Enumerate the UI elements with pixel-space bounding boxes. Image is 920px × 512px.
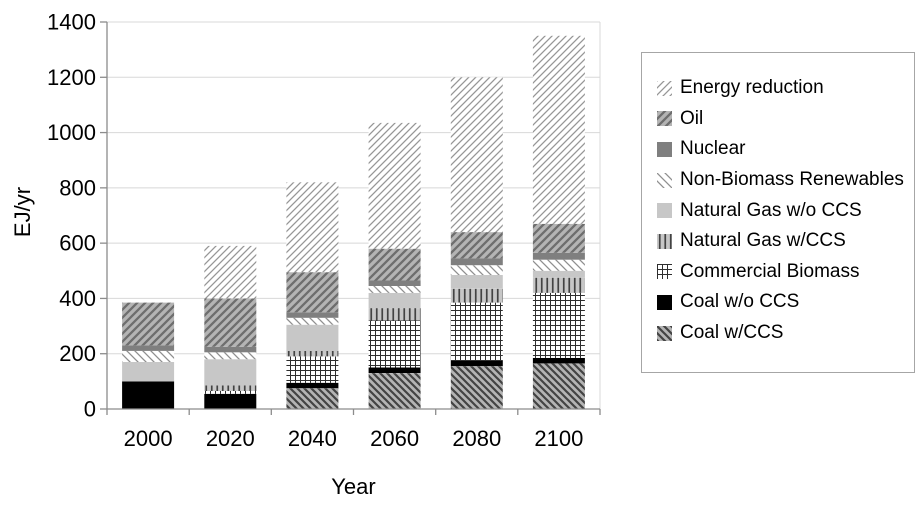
y-tick-label: 1400 bbox=[47, 10, 96, 35]
segment-energy-reduction-2020 bbox=[204, 245, 257, 299]
legend-item-coal-w-ccs: Coal w/CCS bbox=[657, 318, 914, 349]
segment-nuclear-2000 bbox=[122, 345, 175, 351]
segment-energy-reduction-2080 bbox=[450, 77, 503, 233]
x-axis-title: Year bbox=[331, 474, 376, 499]
legend-swatch-slash-on-gray-icon bbox=[657, 111, 672, 127]
y-tick-label: 0 bbox=[84, 397, 96, 422]
legend-item-energy-reduction: Energy reduction bbox=[657, 73, 914, 104]
legend-swatch-solid-dark-gray-icon bbox=[657, 141, 672, 157]
legend-swatch-solid-light-gray-icon bbox=[657, 203, 672, 219]
legend-swatch-backslash-on-gray-icon bbox=[657, 325, 672, 341]
legend-item-label: Nuclear bbox=[680, 138, 746, 160]
legend-item-commercial-biomass: Commercial Biomass bbox=[657, 257, 914, 288]
segment-nuclear-2060 bbox=[368, 280, 421, 286]
segment-commercial-biomass-2080 bbox=[450, 302, 503, 361]
y-axis-title: EJ/yr bbox=[10, 186, 35, 238]
x-tick-label: 2040 bbox=[288, 426, 337, 451]
segment-commercial-biomass-2060 bbox=[368, 320, 421, 368]
segment-natural-gas-w-o-ccs-2080 bbox=[450, 274, 503, 289]
legend-item-label: Oil bbox=[680, 107, 704, 129]
segment-natural-gas-w-o-ccs-2020 bbox=[204, 359, 257, 386]
segment-non-biomass-renewables-2020 bbox=[204, 352, 257, 360]
segment-coal-w-ccs-2040 bbox=[286, 388, 339, 409]
segment-commercial-biomass-2040 bbox=[286, 356, 339, 383]
segment-energy-reduction-2040 bbox=[286, 182, 339, 273]
segment-nuclear-2020 bbox=[204, 346, 257, 353]
segment-natural-gas-w-ccs-2020 bbox=[204, 385, 257, 391]
y-tick-label: 800 bbox=[59, 175, 96, 200]
segment-coal-w-o-ccs-2040 bbox=[286, 382, 339, 389]
legend-box: Energy reduction Oil Nuclear Non-Biomass Re… bbox=[641, 52, 915, 373]
legend-item-natural-gas-w-o-ccs: Natural Gas w/o CCS bbox=[657, 195, 914, 226]
segment-natural-gas-w-ccs-2040 bbox=[286, 350, 339, 357]
segment-commercial-biomass-2100 bbox=[532, 292, 585, 358]
legend-item-label: Natural Gas w/CCS bbox=[680, 230, 846, 252]
segment-oil-2100 bbox=[532, 223, 585, 253]
segment-coal-w-o-ccs-2000 bbox=[122, 381, 175, 409]
legend-item-coal-w-o-ccs: Coal w/o CCS bbox=[657, 287, 914, 318]
legend-item-non-biomass-renewables: Non-Biomass Renewables bbox=[657, 165, 914, 196]
x-tick-label: 2000 bbox=[124, 426, 173, 451]
segment-natural-gas-w-o-ccs-2060 bbox=[368, 292, 421, 309]
x-tick-label: 2060 bbox=[370, 426, 419, 451]
legend-item-label: Natural Gas w/o CCS bbox=[680, 199, 862, 221]
y-tick-label: 200 bbox=[59, 341, 96, 366]
legend-swatch-slash-thin-on-white-icon bbox=[657, 80, 672, 96]
segment-coal-w-ccs-2060 bbox=[368, 373, 421, 409]
legend-swatch-solid-black-icon bbox=[657, 294, 672, 310]
segment-coal-w-o-ccs-2060 bbox=[368, 367, 421, 373]
x-tick-label: 2080 bbox=[452, 426, 501, 451]
legend-item-oil: Oil bbox=[657, 104, 914, 135]
legend-swatch-vertical-lines-on-gray-icon bbox=[657, 233, 672, 249]
y-tick-label: 1200 bbox=[47, 65, 96, 90]
segment-oil-2080 bbox=[450, 232, 503, 259]
legend-item-natural-gas-w-ccs: Natural Gas w/CCS bbox=[657, 226, 914, 257]
segment-non-biomass-renewables-2080 bbox=[450, 265, 503, 275]
legend-item-nuclear: Nuclear bbox=[657, 134, 914, 165]
segment-natural-gas-w-o-ccs-2100 bbox=[532, 270, 585, 278]
segment-energy-reduction-2060 bbox=[368, 122, 421, 249]
segment-coal-w-o-ccs-2080 bbox=[450, 360, 503, 367]
legend-swatch-backslash-thin-on-white-icon bbox=[657, 172, 672, 188]
segment-nuclear-2100 bbox=[532, 252, 585, 260]
segment-natural-gas-w-o-ccs-2000 bbox=[122, 362, 175, 382]
segment-coal-w-o-ccs-2100 bbox=[532, 357, 585, 364]
segment-natural-gas-w-o-ccs-2040 bbox=[286, 324, 339, 351]
y-tick-label: 1000 bbox=[47, 120, 96, 145]
segment-natural-gas-w-ccs-2060 bbox=[368, 308, 421, 321]
segment-nuclear-2040 bbox=[286, 312, 339, 318]
segment-non-biomass-renewables-2000 bbox=[122, 350, 175, 362]
legend-item-label: Commercial Biomass bbox=[680, 260, 860, 282]
segment-oil-2040 bbox=[286, 272, 339, 313]
segment-energy-reduction-2100 bbox=[532, 35, 585, 224]
y-tick-label: 600 bbox=[59, 231, 96, 256]
segment-oil-2060 bbox=[368, 248, 421, 281]
x-tick-label: 2100 bbox=[534, 426, 583, 451]
segment-coal-w-o-ccs-2020 bbox=[204, 393, 257, 409]
legend-item-label: Non-Biomass Renewables bbox=[680, 169, 904, 191]
legend-item-label: Coal w/CCS bbox=[680, 322, 784, 344]
segment-oil-2000 bbox=[122, 302, 175, 346]
segment-nuclear-2080 bbox=[450, 258, 503, 266]
segment-natural-gas-w-ccs-2080 bbox=[450, 288, 503, 303]
y-tick-label: 400 bbox=[59, 286, 96, 311]
segment-oil-2020 bbox=[204, 298, 257, 347]
segment-natural-gas-w-ccs-2100 bbox=[532, 277, 585, 293]
segment-commercial-biomass-2020 bbox=[204, 391, 257, 394]
segment-non-biomass-renewables-2060 bbox=[368, 286, 421, 293]
segment-non-biomass-renewables-2040 bbox=[286, 317, 339, 325]
legend-item-label: Coal w/o CCS bbox=[680, 291, 800, 313]
segment-coal-w-ccs-2100 bbox=[532, 363, 585, 409]
segment-non-biomass-renewables-2100 bbox=[532, 259, 585, 271]
x-tick-label: 2020 bbox=[206, 426, 255, 451]
legend-item-label: Energy reduction bbox=[680, 77, 824, 99]
segment-coal-w-ccs-2080 bbox=[450, 366, 503, 409]
legend-swatch-crosshatch-on-white-icon bbox=[657, 264, 672, 280]
